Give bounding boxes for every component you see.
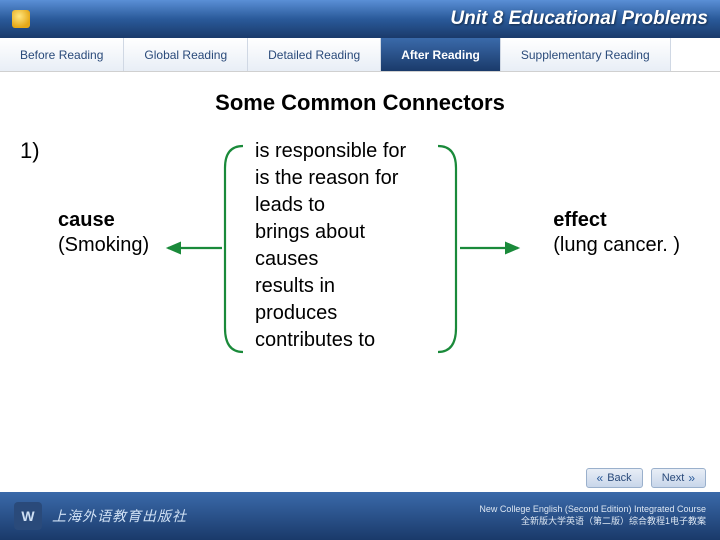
tab-after-reading[interactable]: After Reading [381,38,501,71]
content-area: Some Common Connectors 1) cause (Smoking… [0,72,720,492]
tab-before-reading[interactable]: Before Reading [0,38,124,71]
back-label: Back [607,472,631,484]
unit-title: Unit 8 Educational Problems [450,8,708,30]
left-brace [225,146,243,352]
right-brace [438,146,456,352]
connector-item: is responsible for [255,138,406,165]
footer-line1: New College English (Second Edition) Int… [479,504,706,516]
effect-example: (lung cancer. ) [553,233,680,258]
effect-term: effect [553,208,680,233]
tab-global-reading[interactable]: Global Reading [124,38,248,71]
effect-box: effect (lung cancer. ) [553,208,680,258]
next-label: Next [662,472,685,484]
section-title: Some Common Connectors [30,90,690,116]
connectors-list: is responsible for is the reason for lea… [255,138,406,354]
connector-item: results in [255,273,406,300]
header-bar: Unit 8 Educational Problems [0,0,720,38]
connector-item: brings about [255,219,406,246]
back-button[interactable]: « Back [586,468,643,488]
home-icon[interactable] [12,10,30,28]
item-number: 1) [20,138,40,164]
tab-bar: Before Reading Global Reading Detailed R… [0,38,720,72]
chevron-right-icon: » [688,471,695,485]
cause-box: cause (Smoking) [58,208,149,258]
footer-line2: 全新版大学英语（第二版）综合教程1电子教案 [479,516,706,528]
next-button[interactable]: Next » [651,468,706,488]
chevron-left-icon: « [597,471,604,485]
connector-item: leads to [255,192,406,219]
cause-example: (Smoking) [58,233,149,258]
tab-supplementary-reading[interactable]: Supplementary Reading [501,38,671,71]
nav-buttons: « Back Next » [586,468,706,488]
diagram: 1) cause (Smoking) is responsible for is… [30,138,690,458]
publisher-name: 上海外语教育出版社 [52,506,187,526]
footer-credits: New College English (Second Edition) Int… [479,504,706,527]
tab-detailed-reading[interactable]: Detailed Reading [248,38,381,71]
connector-item: contributes to [255,327,406,354]
connector-item: produces [255,300,406,327]
footer-bar: W 上海外语教育出版社 New College English (Second … [0,492,720,540]
connector-item: is the reason for [255,165,406,192]
cause-term: cause [58,208,149,233]
publisher-logo: W [14,502,42,530]
connector-item: causes [255,246,406,273]
